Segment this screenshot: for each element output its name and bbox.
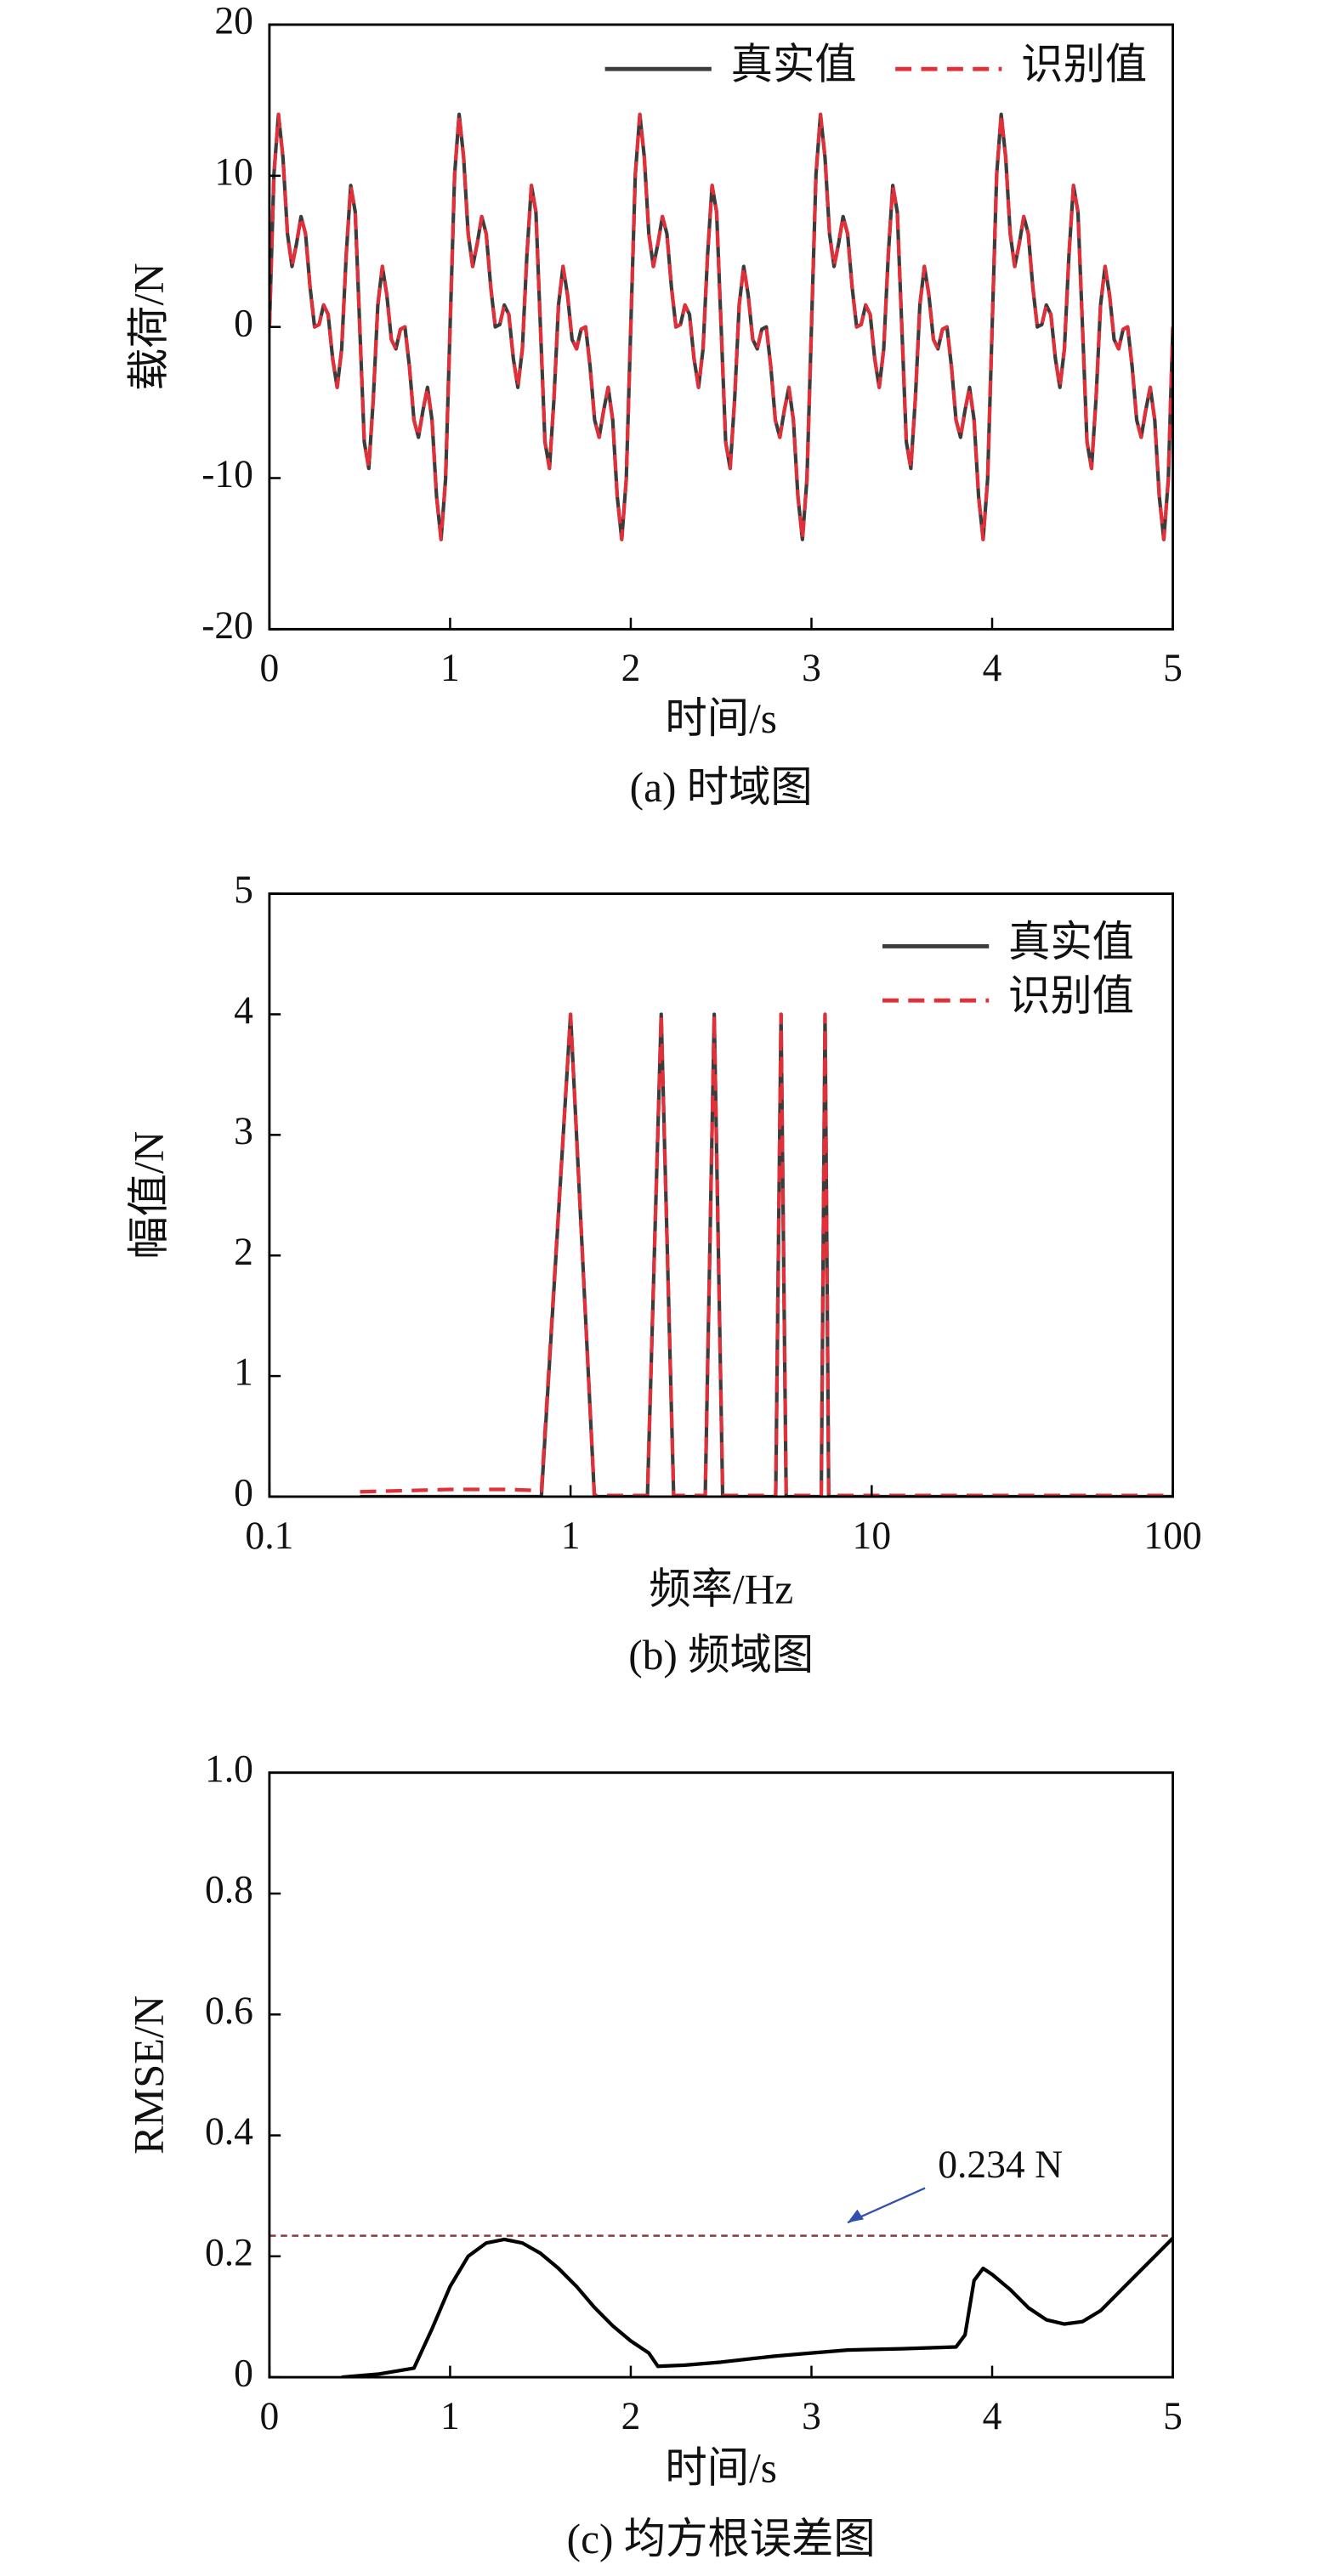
y-tick-label: 1.0 bbox=[205, 1747, 253, 1790]
y-tick-label: 0 bbox=[234, 1470, 253, 1514]
legend-label: 识别值 bbox=[1008, 972, 1134, 1020]
legend-label: 真实值 bbox=[731, 41, 857, 88]
series-line bbox=[269, 112, 1173, 541]
x-axis-label: 时间/s bbox=[665, 695, 777, 743]
x-tick-label: 4 bbox=[983, 646, 1002, 689]
y-axis-label: RMSE/N bbox=[126, 1996, 172, 2154]
y-tick-label: -20 bbox=[201, 603, 253, 647]
x-tick-label: 10 bbox=[853, 1514, 892, 1557]
annotation-label: 0.234 N bbox=[938, 2143, 1063, 2186]
y-tick-label: 0.4 bbox=[205, 2109, 253, 2153]
plot-frame bbox=[268, 892, 1174, 1498]
legend-label: 真实值 bbox=[1008, 919, 1134, 966]
y-axis-label: 幅值/N bbox=[126, 1131, 172, 1260]
caption: (b) 频域图 bbox=[628, 1631, 814, 1679]
y-tick-label: 3 bbox=[234, 1109, 253, 1152]
x-tick-label: 1 bbox=[440, 2394, 460, 2437]
x-tick-label: 5 bbox=[1163, 646, 1183, 689]
x-tick-label: 2 bbox=[621, 2394, 641, 2437]
series-line bbox=[360, 1012, 1173, 1497]
x-axis-label: 频率/Hz bbox=[649, 1565, 793, 1613]
y-tick-label: 4 bbox=[234, 988, 253, 1032]
y-tick-label: 0.8 bbox=[205, 1867, 253, 1911]
x-axis-label: 时间/s bbox=[665, 2444, 777, 2492]
plot-frame bbox=[268, 1771, 1174, 2379]
x-tick-label: 3 bbox=[802, 646, 821, 689]
x-tick-label: 4 bbox=[983, 2394, 1002, 2437]
x-tick-label: 1 bbox=[561, 1514, 581, 1557]
series-line bbox=[341, 2236, 1173, 2378]
x-tick-label: 5 bbox=[1163, 2394, 1183, 2437]
x-tick-label: 0 bbox=[260, 646, 280, 689]
y-tick-label: 0.6 bbox=[205, 1989, 253, 2032]
x-tick-label: 100 bbox=[1143, 1514, 1201, 1557]
y-tick-label: 2 bbox=[234, 1229, 253, 1272]
series-line bbox=[360, 1012, 1173, 1497]
caption: (a) 时域图 bbox=[630, 764, 813, 812]
y-tick-label: 0.2 bbox=[205, 2230, 253, 2273]
y-axis-label: 载荷/N bbox=[126, 263, 172, 391]
x-tick-label: 0.1 bbox=[245, 1514, 293, 1557]
x-tick-label: 1 bbox=[440, 646, 460, 689]
caption: (c) 均方根误差图 bbox=[567, 2515, 876, 2562]
y-tick-label: 20 bbox=[214, 0, 253, 42]
annotation-arrowhead bbox=[847, 2209, 864, 2223]
x-tick-label: 0 bbox=[260, 2394, 280, 2437]
y-tick-label: 10 bbox=[214, 150, 253, 193]
y-tick-label: 5 bbox=[234, 868, 253, 911]
y-tick-label: 1 bbox=[234, 1350, 253, 1393]
legend-label: 识别值 bbox=[1021, 41, 1147, 88]
y-tick-label: -10 bbox=[201, 452, 253, 495]
x-tick-label: 3 bbox=[802, 2394, 821, 2437]
x-tick-label: 2 bbox=[621, 646, 641, 689]
y-tick-label: 0 bbox=[234, 301, 253, 344]
y-tick-label: 0 bbox=[234, 2351, 253, 2394]
